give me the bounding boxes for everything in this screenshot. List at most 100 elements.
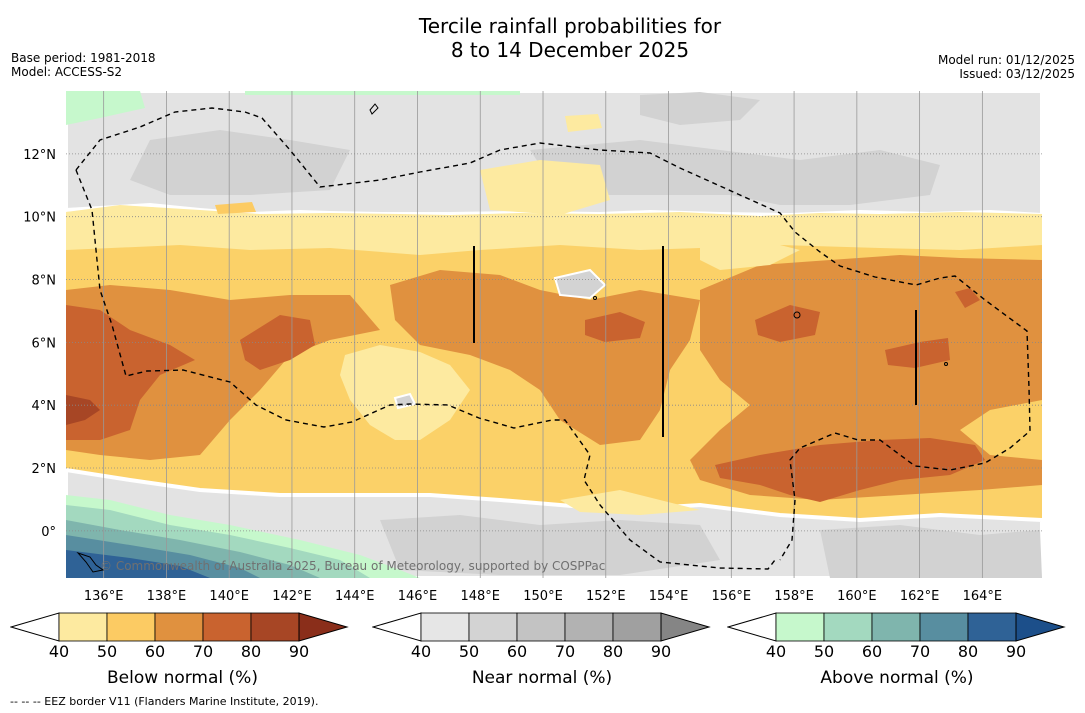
lon-tick-label: 152°E xyxy=(586,589,626,604)
lat-tick-label: 0° xyxy=(41,525,56,540)
colorbar-segment xyxy=(58,612,108,642)
model-info: Base period: 1981-2018 Model: ACCESS-S2 xyxy=(11,51,156,79)
colorbar-tick-label: 60 xyxy=(506,642,528,661)
above-normal-region-sw-90 xyxy=(66,550,210,578)
colorbar-extend-left xyxy=(371,612,422,642)
colorbar-extend-right xyxy=(298,612,349,642)
above-normal-region-nw xyxy=(66,91,145,125)
colorbar-extend-right xyxy=(1015,612,1066,642)
copyright-notice: © Commonwealth of Australia 2025, Bureau… xyxy=(100,559,605,573)
islands xyxy=(76,103,948,573)
below-normal-region-50-s xyxy=(560,490,700,515)
lon-tick-label: 156°E xyxy=(712,589,752,604)
near-normal-region-north-60c xyxy=(640,92,760,125)
below-normal-patch-north xyxy=(480,160,610,215)
lon-tick-label: 150°E xyxy=(523,589,563,604)
lon-tick-label: 148°E xyxy=(460,589,500,604)
below-normal-patch-north3 xyxy=(215,202,256,214)
lat-tick-label: 6°N xyxy=(32,336,57,351)
near-normal-south-60b xyxy=(820,525,1042,578)
colorbar-tick-label: 50 xyxy=(96,642,118,661)
near-normal-patch-center xyxy=(553,268,607,300)
colorbar-extend-left xyxy=(9,612,60,642)
colorbar-segment xyxy=(154,612,204,642)
colorbar-tick-label: 90 xyxy=(650,642,672,661)
colorbar-tick-label: 90 xyxy=(1005,642,1027,661)
lon-tick-label: 154°E xyxy=(649,589,689,604)
above-normal-strip-north xyxy=(245,91,520,95)
graticule xyxy=(66,91,1042,578)
colorbar-tick-label: 50 xyxy=(813,642,835,661)
lat-tick-label: 10°N xyxy=(23,211,56,226)
colorbar-segment xyxy=(420,612,470,642)
colorbar-tick-label: 70 xyxy=(554,642,576,661)
near-normal-region-north-60 xyxy=(530,140,940,205)
eez-borders xyxy=(75,107,1031,570)
colorbar-tick-label: 60 xyxy=(861,642,883,661)
lon-tick-label: 136°E xyxy=(84,589,124,604)
title-line-2: 8 to 14 December 2025 xyxy=(450,38,690,62)
legend-near-normal: Near normal (%) 40 50 60 70 80 90 xyxy=(371,610,717,688)
lat-tick-label: 12°N xyxy=(23,148,56,163)
model-run: Model run: 01/12/2025 xyxy=(937,53,1075,67)
model-name: Model: ACCESS-S2 xyxy=(11,65,123,79)
colorbar-above-normal xyxy=(726,612,1066,642)
below-normal-region-70-se xyxy=(715,438,985,502)
colorbar-near-normal xyxy=(371,612,711,642)
map-field xyxy=(66,91,1042,578)
legend-label-near: Near normal (%) xyxy=(471,668,613,688)
colorbar-tick-label: 90 xyxy=(288,642,310,661)
colorbar-tick-label: 80 xyxy=(602,642,624,661)
issued-date: Issued: 03/12/2025 xyxy=(959,67,1075,81)
lon-tick-label: 162°E xyxy=(900,589,940,604)
near-normal-south-60 xyxy=(380,515,720,575)
below-normal-region-50-center xyxy=(340,345,470,440)
colorbar-segment xyxy=(919,612,969,642)
island-2 xyxy=(793,311,801,319)
below-normal-band-50 xyxy=(66,205,1042,255)
lat-tick-label: 2°N xyxy=(32,462,57,477)
below-normal-region-70-west xyxy=(66,305,195,440)
colorbar-extend-right xyxy=(660,612,711,642)
colorbar-tick-label: 80 xyxy=(957,642,979,661)
run-info: Model run: 01/12/2025 Issued: 03/12/2025 xyxy=(938,53,1075,81)
colorbar-tick-label: 60 xyxy=(144,642,166,661)
below-normal-patch-north2 xyxy=(565,114,602,132)
colorbar-tick-label: 70 xyxy=(192,642,214,661)
latitude-labels: 12°N 10°N 8°N 6°N 4°N 2°N 0° xyxy=(23,148,56,540)
colorbar-segment xyxy=(823,612,873,642)
lat-tick-label: 4°N xyxy=(32,399,57,414)
below-normal-region-70-e1 xyxy=(755,305,820,342)
legend-label-above: Above normal (%) xyxy=(820,668,974,688)
colorbar-segment xyxy=(564,612,614,642)
colorbar-segment xyxy=(871,612,921,642)
map-title: Tercile rainfall probabilities for 8 to … xyxy=(0,14,1085,62)
lon-tick-label: 144°E xyxy=(335,589,375,604)
colorbar-tick-label: 70 xyxy=(909,642,931,661)
below-normal-region-70-c xyxy=(585,312,645,342)
longitude-labels: 136°E 138°E 140°E 142°E 144°E 146°E 148°E 150°E… xyxy=(84,589,1002,604)
colorbar-tick-label: 50 xyxy=(458,642,480,661)
colorbar-segment xyxy=(612,612,662,642)
colorbar-segment xyxy=(516,612,566,642)
colorbar-tick-label: 80 xyxy=(240,642,262,661)
lon-tick-label: 140°E xyxy=(209,589,249,604)
colorbar-segment xyxy=(202,612,252,642)
island-1 xyxy=(369,103,379,115)
title-line-1: Tercile rainfall probabilities for xyxy=(418,14,722,38)
lon-tick-label: 158°E xyxy=(774,589,814,604)
lon-tick-label: 146°E xyxy=(398,589,438,604)
below-normal-region-50-e xyxy=(700,240,800,270)
lon-tick-label: 138°E xyxy=(147,589,187,604)
colorbar-segment xyxy=(775,612,825,642)
eez-footnote: -- -- -- EEZ border V11 (Flanders Marine… xyxy=(10,695,319,708)
colorbar-segment xyxy=(106,612,156,642)
below-normal-region-70-e3 xyxy=(955,288,980,308)
island-4 xyxy=(593,296,597,300)
legend-below-normal: Below normal (%) 40 50 60 70 80 90 xyxy=(9,610,355,688)
legend-above-normal: Above normal (%) 40 50 60 70 80 90 xyxy=(726,610,1072,688)
solid-boundaries xyxy=(473,246,917,437)
legend-label-below: Below normal (%) xyxy=(107,668,258,688)
eez-border-west xyxy=(75,169,776,570)
